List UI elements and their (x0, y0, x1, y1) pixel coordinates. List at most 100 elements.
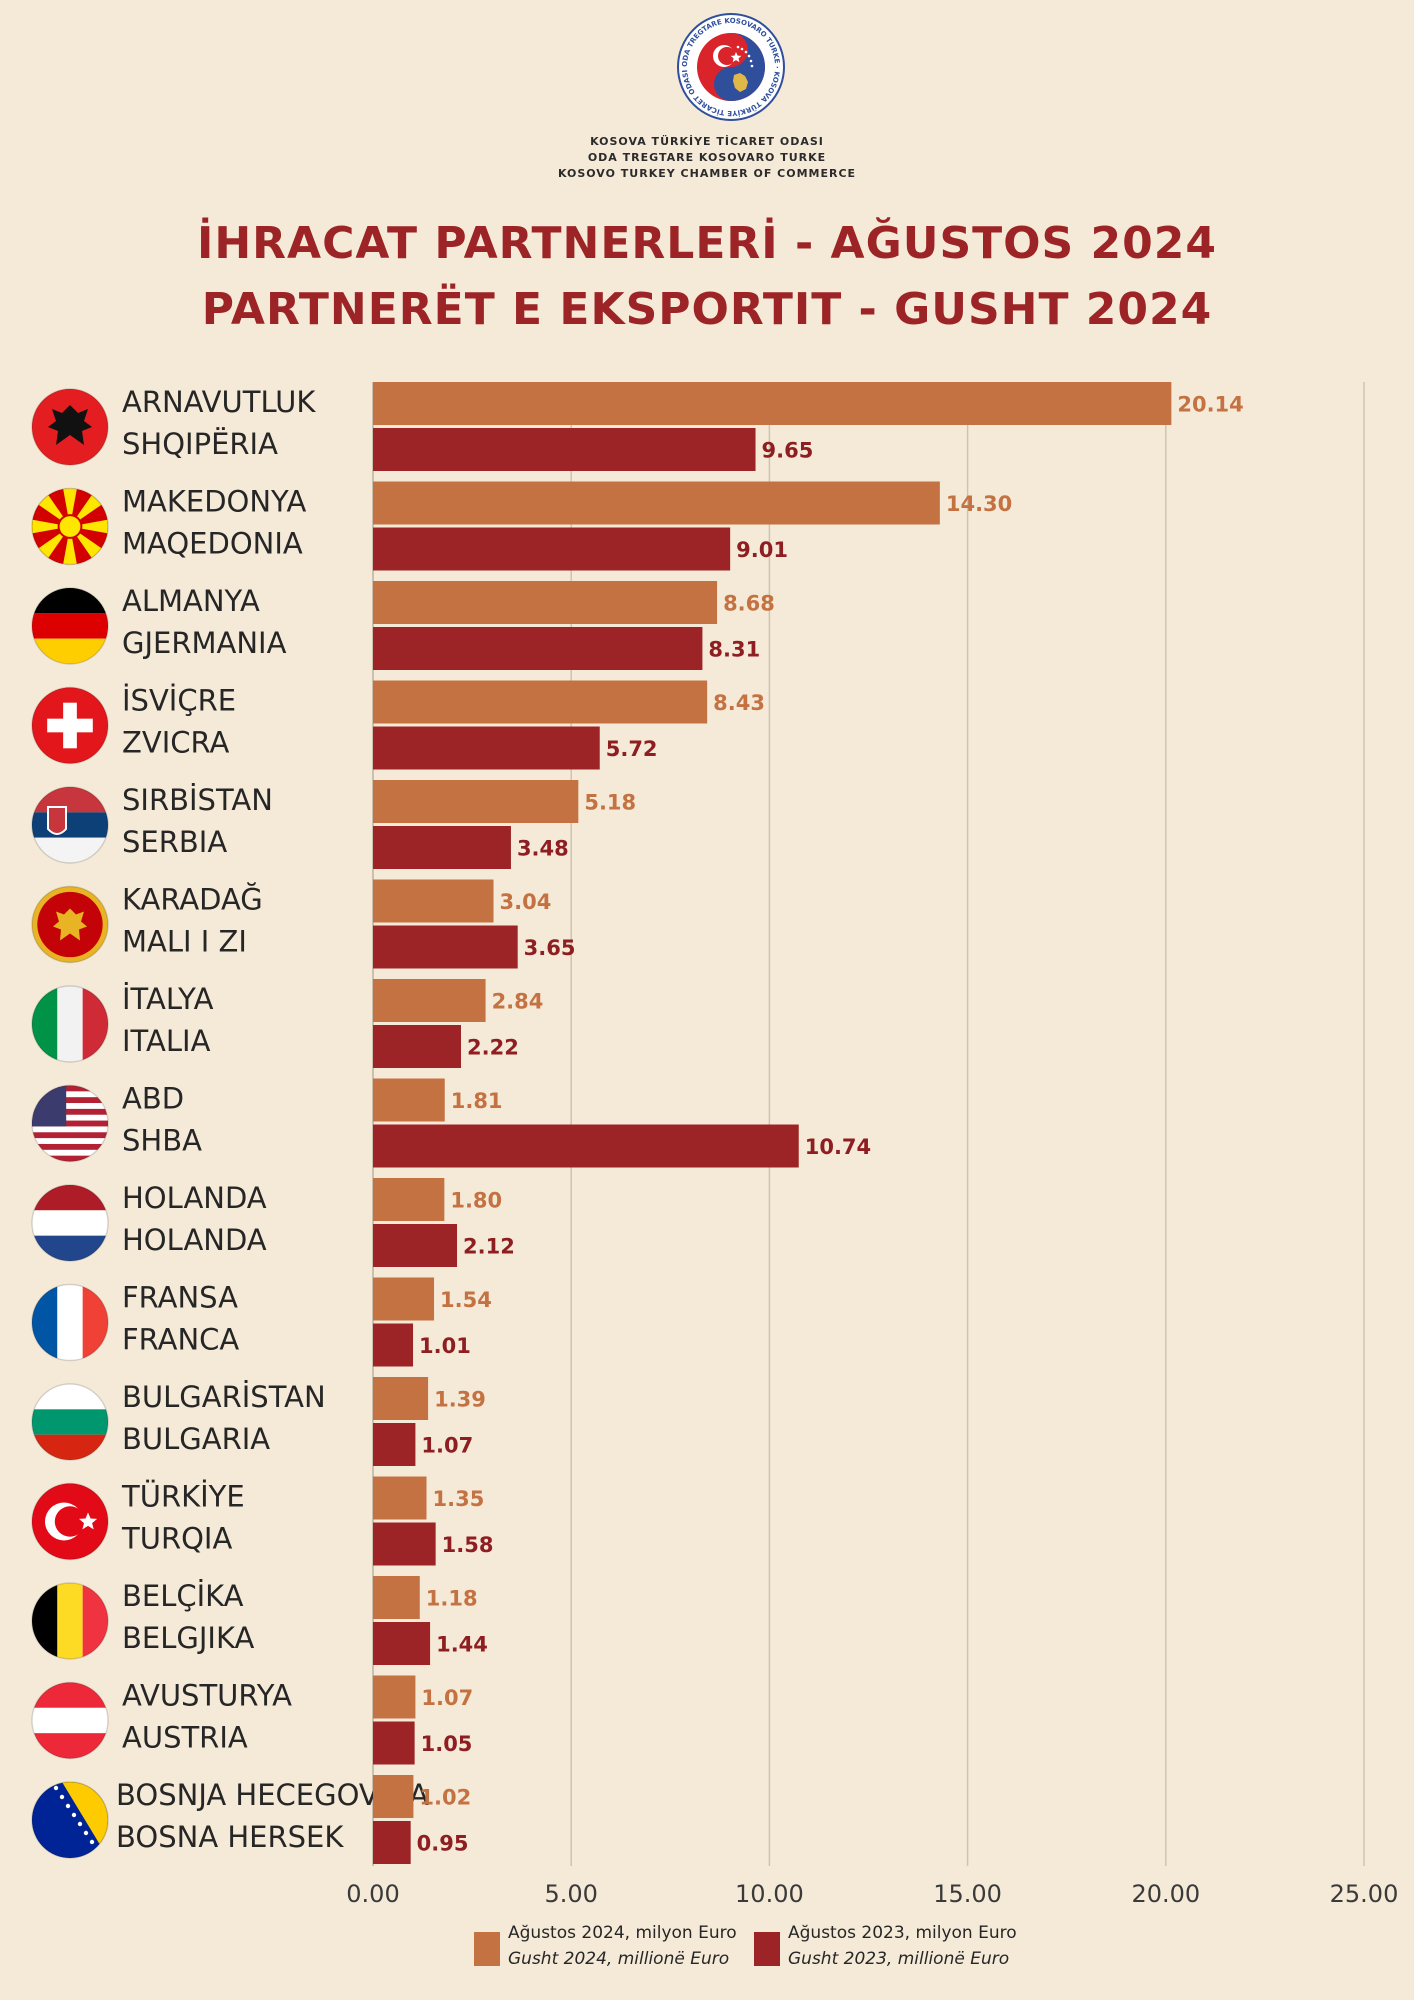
country-label-sq: MALI I ZI (122, 925, 247, 959)
country-label-tr: BULGARİSTAN (122, 1380, 326, 1414)
data-label-2023: 1.05 (421, 1732, 473, 1756)
bar-2023 (373, 726, 600, 770)
category-row: İTALYA ITALIA 2.84 2.22 (31, 979, 543, 1068)
bar-2024 (373, 780, 579, 823)
bar-2023 (373, 1622, 431, 1665)
category-row: FRANSA FRANCA 1.54 1.01 (31, 1277, 492, 1367)
category-row: HOLANDA HOLANDA 1.80 2.12 (31, 1178, 515, 1267)
country-label-tr: FRANSA (122, 1281, 238, 1315)
category-row: TÜRKİYE TURQIA 1.35 1.58 (31, 1476, 493, 1566)
bar-2024 (373, 879, 494, 923)
data-label-2023: 3.65 (524, 936, 576, 960)
legend-swatch-2023 (754, 1932, 780, 1966)
data-label-2023: 3.48 (517, 837, 569, 861)
country-label-tr: ABD (122, 1082, 184, 1116)
france-flag-icon (31, 1283, 109, 1362)
data-label-2023: 9.01 (736, 538, 788, 562)
bosnia-flag-icon (31, 1781, 109, 1859)
category-row: BULGARİSTAN BULGARIA 1.39 1.07 (31, 1377, 486, 1466)
netherlands-flag-icon (31, 1184, 109, 1262)
usa-flag-icon (31, 1084, 109, 1163)
category-row: MAKEDONYA MAQEDONIA 14.30 9.01 (31, 481, 1012, 571)
bar-2024 (373, 1675, 416, 1719)
bar-2024 (373, 680, 708, 724)
data-label-2024: 20.14 (1177, 393, 1243, 417)
org-name-tr: KOSOVA TÜRKİYE TİCARET ODASI (590, 135, 824, 148)
bar-2024 (373, 1576, 420, 1619)
category-row: AVUSTURYA AUSTRIA 1.07 1.05 (31, 1675, 473, 1765)
belgium-flag-icon (31, 1582, 109, 1660)
chamber-logo: ODA TREGTARE KOSOVARO TURKE · KOSOVA TÜR… (677, 13, 785, 121)
italy-flag-icon (31, 985, 109, 1063)
country-label-tr: TÜRKİYE (121, 1480, 245, 1514)
bar-2024 (373, 1178, 445, 1221)
country-label-tr: ALMANYA (122, 584, 260, 618)
data-label-2023: 9.65 (762, 439, 814, 463)
data-label-2024: 1.35 (433, 1487, 485, 1511)
bar-2024 (373, 1078, 445, 1122)
data-label-2023: 2.12 (463, 1235, 515, 1259)
bar-2023 (373, 1821, 411, 1864)
data-label-2024: 1.07 (421, 1686, 473, 1710)
country-label-sq: AUSTRIA (122, 1721, 248, 1755)
data-label-2024: 1.81 (451, 1089, 503, 1113)
chart-title-tr: İHRACAT PARTNERLERİ - AĞUSTOS 2024 (196, 218, 1218, 269)
country-label-tr: BELÇİKA (122, 1579, 244, 1613)
country-label-tr: MAKEDONYA (122, 485, 307, 519)
category-row: İSVİÇRE ZVICRA 8.43 5.72 (31, 680, 765, 770)
legend-item-2023: Ağustos 2023, milyon Euro Gusht 2023, mi… (754, 1920, 1017, 1972)
country-label-sq: SHQIPËRIA (122, 427, 278, 461)
country-label-sq: SHBA (122, 1124, 202, 1158)
x-tick-label: 10.00 (735, 1880, 804, 1908)
chart-title-sq: PARTNERËT E EKSPORTIT - GUSHT 2024 (201, 284, 1213, 335)
country-label-sq: GJERMANIA (122, 626, 287, 660)
bar-2023 (373, 1025, 462, 1068)
legend-swatch-2024 (474, 1932, 500, 1966)
austria-flag-icon (31, 1681, 109, 1760)
data-label-2024: 14.30 (946, 492, 1012, 516)
country-label-sq: BOSNA HERSEK (116, 1820, 344, 1854)
legend-label-2024-sq: Gusht 2024, millionë Euro (508, 1949, 730, 1969)
data-label-2024: 1.54 (440, 1288, 492, 1312)
data-label-2024: 3.04 (500, 890, 552, 914)
country-label-tr: ARNAVUTLUK (122, 385, 316, 419)
north-macedonia-flag-icon (31, 487, 109, 566)
category-row: KARADAĞ MALI I ZI 3.04 3.65 (31, 879, 576, 969)
legend: Ağustos 2024, milyon Euro Gusht 2024, mi… (0, 1920, 1414, 1980)
data-label-2024: 8.43 (713, 691, 765, 715)
bar-2023 (373, 1423, 416, 1466)
country-label-tr: KARADAĞ (122, 883, 263, 917)
country-label-sq: ZVICRA (122, 726, 229, 760)
bar-2024 (373, 1277, 435, 1321)
category-row: ARNAVUTLUK SHQIPËRIA 20.14 9.65 (31, 382, 1244, 471)
bar-2023 (373, 1224, 458, 1267)
country-label-tr: İTALYA (122, 982, 214, 1016)
data-label-2023: 1.44 (436, 1633, 488, 1657)
bar-2023 (373, 527, 731, 571)
bar-2024 (373, 581, 718, 624)
country-label-sq: HOLANDA (122, 1223, 267, 1257)
org-name-sq: ODA TREGTARE KOSOVARO TURKE (587, 151, 827, 164)
montenegro-flag-icon (31, 885, 109, 964)
bar-2023 (373, 925, 518, 969)
country-label-tr: SIRBİSTAN (122, 783, 273, 817)
bar-2024 (373, 1775, 414, 1818)
bar-2023 (373, 1323, 414, 1367)
bar-2024 (373, 1377, 429, 1420)
legend-label-2023-tr: Ağustos 2023, milyon Euro (788, 1923, 1017, 1943)
bar-2024 (373, 979, 486, 1022)
org-name-en: KOSOVO TURKEY CHAMBER OF COMMERCE (557, 167, 857, 180)
bar-2024 (373, 382, 1172, 425)
data-label-2024: 5.18 (584, 791, 636, 815)
germany-flag-icon (31, 587, 109, 665)
category-row: ABD SHBA 1.81 10.74 (31, 1078, 871, 1168)
country-label-tr: AVUSTURYA (122, 1679, 292, 1713)
turkey-flag-icon (31, 1482, 109, 1561)
albania-flag-icon (31, 388, 109, 466)
category-row: ALMANYA GJERMANIA 8.68 8.31 (31, 581, 775, 670)
data-label-2024: 1.80 (450, 1189, 502, 1213)
legend-label-2023-sq: Gusht 2023, millionë Euro (788, 1949, 1010, 1969)
x-tick-label: 15.00 (933, 1880, 1002, 1908)
data-label-2023: 1.01 (419, 1334, 471, 1358)
